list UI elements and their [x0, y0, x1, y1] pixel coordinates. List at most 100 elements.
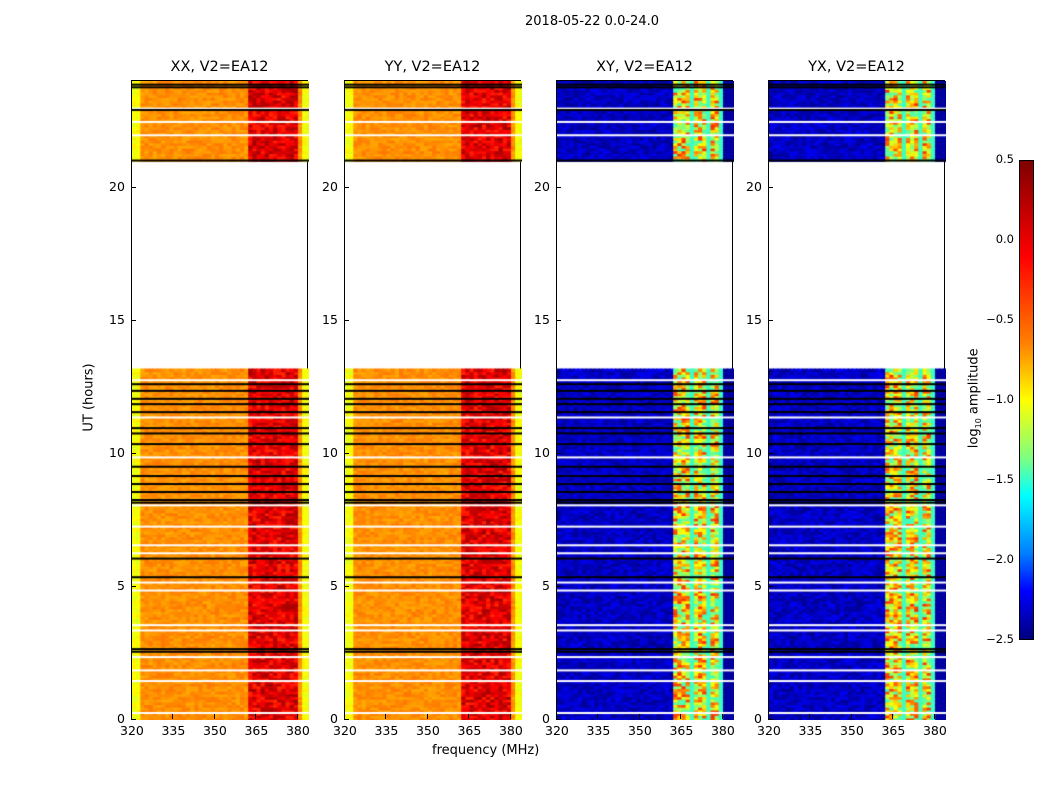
- x-tick-label: 365: [881, 723, 906, 738]
- x-tick: [468, 714, 470, 719]
- y-tick: [556, 186, 561, 188]
- y-tick: [768, 585, 773, 587]
- y-tick-label: 15: [746, 311, 762, 327]
- colorbar-tick-label: −1.0: [986, 392, 1014, 406]
- x-tick: [344, 714, 345, 719]
- x-tick: [255, 714, 257, 719]
- x-tick-label: 380: [922, 723, 947, 738]
- x-tick-label: 350: [415, 723, 440, 738]
- x-tick: [172, 714, 174, 719]
- y-tick-label: 20: [322, 178, 338, 194]
- y-tick-label: 20: [746, 178, 762, 194]
- y-tick: [768, 186, 773, 188]
- heatmap-cells: [345, 81, 522, 720]
- x-tick-label: 350: [627, 723, 652, 738]
- x-tick: [721, 714, 723, 719]
- y-tick-label: 5: [330, 577, 338, 593]
- y-axis-label: UT (hours): [81, 363, 97, 432]
- figure-suptitle: 2018-05-22 0.0-24.0: [525, 14, 659, 29]
- y-tick-label: 10: [322, 444, 338, 460]
- x-tick-label: 335: [374, 723, 399, 738]
- heatmap-panel-3: [556, 80, 734, 720]
- colorbar-tick-label: −2.5: [986, 632, 1014, 646]
- colorbar-tick-label: −1.5: [986, 472, 1014, 486]
- y-tick-label: 5: [542, 577, 550, 593]
- x-tick: [597, 714, 599, 719]
- x-tick: [768, 714, 769, 719]
- heatmap-panel-2: [344, 80, 522, 720]
- y-tick: [768, 719, 773, 720]
- heatmap-cells: [132, 81, 309, 720]
- y-tick-label: 15: [109, 311, 125, 327]
- y-tick-label: 5: [117, 577, 125, 593]
- x-tick: [426, 714, 428, 719]
- y-tick-label: 0: [330, 711, 338, 726]
- x-tick-label: 350: [839, 723, 864, 738]
- y-tick-label: 10: [534, 444, 550, 460]
- y-tick-label: 20: [109, 178, 125, 194]
- y-tick: [556, 585, 561, 587]
- y-tick: [768, 319, 773, 321]
- x-tick: [850, 714, 852, 719]
- y-tick: [131, 719, 136, 720]
- x-tick-label: 380: [285, 723, 310, 738]
- heatmap-panel-1: [131, 80, 309, 720]
- x-tick: [933, 714, 935, 719]
- colorbar-tick-label: −2.0: [986, 552, 1014, 566]
- y-tick-label: 0: [117, 711, 125, 726]
- y-tick: [556, 452, 561, 454]
- panel-title: XX, V2=EA12: [170, 59, 269, 75]
- x-tick-label: 320: [545, 723, 569, 738]
- y-tick: [556, 719, 561, 720]
- x-tick: [892, 714, 894, 719]
- x-tick: [213, 714, 215, 719]
- x-tick-label: 365: [457, 723, 482, 738]
- panel-title: XY, V2=EA12: [596, 59, 693, 75]
- y-tick: [131, 186, 136, 188]
- y-tick: [344, 319, 349, 321]
- x-tick: [296, 714, 298, 719]
- y-tick-label: 15: [534, 311, 550, 327]
- x-tick: [556, 714, 557, 719]
- y-tick-label: 10: [109, 444, 125, 460]
- x-tick-label: 365: [244, 723, 269, 738]
- x-tick-label: 380: [710, 723, 735, 738]
- x-tick-label: 335: [161, 723, 186, 738]
- y-tick: [344, 186, 349, 188]
- colorbar-tick-label: 0.5: [995, 152, 1014, 166]
- y-tick-label: 10: [746, 444, 762, 460]
- colorbar-label: log10 amplitude: [966, 348, 984, 449]
- y-tick: [344, 452, 349, 454]
- x-tick-label: 335: [798, 723, 823, 738]
- x-tick-label: 335: [586, 723, 611, 738]
- panel-title: YY, V2=EA12: [384, 59, 481, 75]
- y-tick: [344, 719, 349, 720]
- x-tick-label: 320: [757, 723, 781, 738]
- y-tick-label: 20: [534, 178, 550, 194]
- colorbar-tick-label: −0.5: [986, 312, 1014, 326]
- y-tick: [768, 452, 773, 454]
- x-tick-label: 320: [333, 723, 357, 738]
- panel-title: YX, V2=EA12: [808, 59, 905, 75]
- y-tick-label: 5: [754, 577, 762, 593]
- colorbar-tick-label: 0.0: [995, 232, 1014, 246]
- x-tick: [385, 714, 387, 719]
- x-tick: [809, 714, 811, 719]
- y-tick-label: 15: [322, 311, 338, 327]
- colorbar: [1019, 160, 1034, 640]
- x-tick-label: 380: [498, 723, 523, 738]
- y-tick-label: 0: [542, 711, 550, 726]
- heatmap-cells: [769, 81, 946, 720]
- x-tick: [131, 714, 132, 719]
- y-tick: [131, 319, 136, 321]
- x-tick: [509, 714, 511, 719]
- x-axis-label: frequency (MHz): [432, 743, 540, 758]
- y-tick: [131, 585, 136, 587]
- y-tick: [556, 319, 561, 321]
- x-tick: [638, 714, 640, 719]
- x-tick: [680, 714, 682, 719]
- y-tick: [344, 585, 349, 587]
- y-tick: [131, 452, 136, 454]
- heatmap-panel-4: [768, 80, 946, 720]
